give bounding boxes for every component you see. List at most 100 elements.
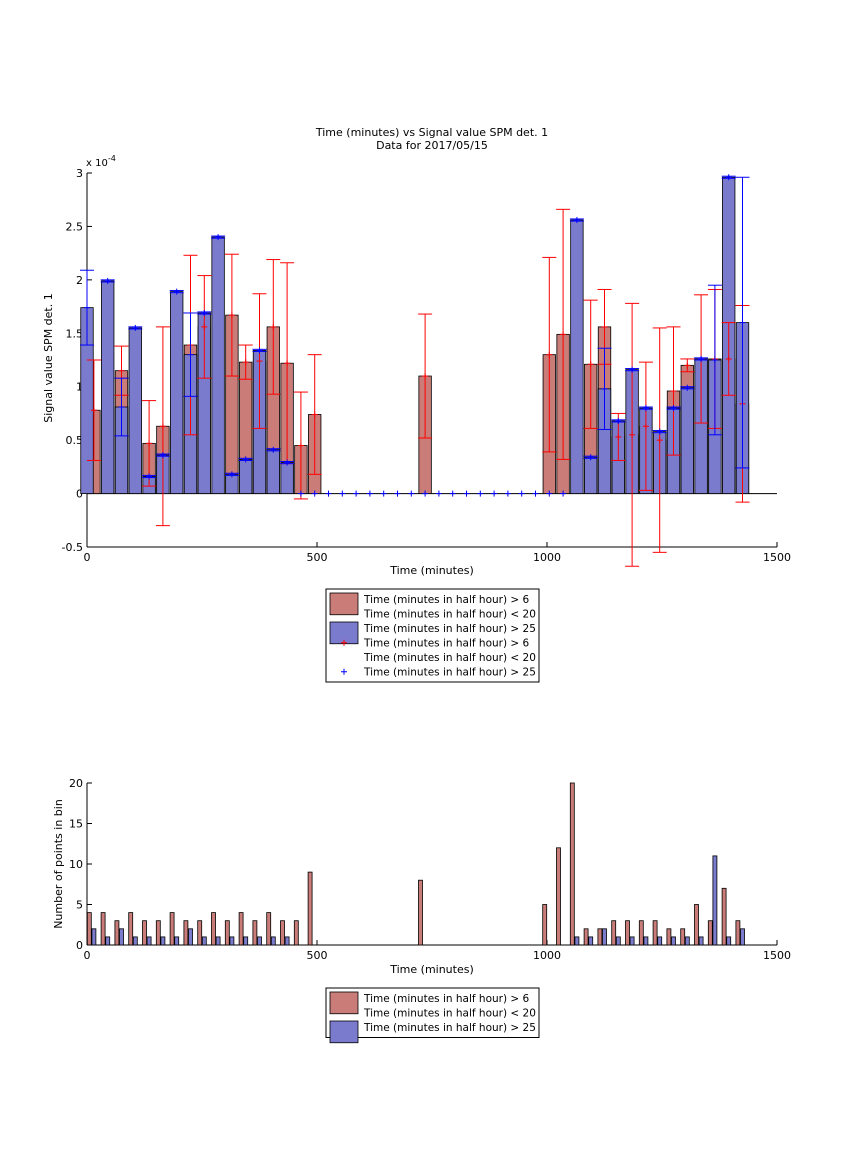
legend-entry-label: Time (minutes in half hour) > 25: [363, 667, 536, 679]
bar-series2: [284, 936, 290, 946]
bar-series1: [211, 912, 216, 946]
bar-series1: [183, 920, 189, 946]
legend-entry-label: Time (minutes in half hour) < 20: [363, 609, 536, 621]
bar-series1: [680, 928, 686, 946]
bar-series2: [229, 936, 235, 946]
bar-series1: [707, 920, 713, 946]
bar-series1: [114, 920, 120, 946]
x-tick-label: 1500: [763, 949, 791, 962]
bar-series2: [146, 936, 152, 946]
bars-group: [86, 782, 745, 946]
bar-series1: [625, 920, 630, 946]
chart1-ylabel: Signal value SPM det. 1: [42, 293, 55, 423]
bar-series2: [105, 936, 111, 946]
bar-series1: [583, 928, 589, 946]
bar-series2: [188, 928, 193, 946]
legend-entry-label: Time (minutes in half hour) > 6: [363, 638, 530, 650]
x-tick-label: 1000: [533, 551, 561, 564]
bar-series2: [128, 327, 142, 494]
bar-series1: [197, 920, 203, 946]
y-tick-label: 0.5: [66, 434, 84, 447]
bar-series1: [418, 879, 423, 946]
bar-series2: [280, 462, 294, 494]
bar-series1: [721, 887, 727, 946]
bar-series1: [652, 920, 658, 946]
bar-series2: [132, 936, 138, 946]
chart1-xlabel: Time (minutes): [389, 564, 474, 577]
x-tick-label: 0: [84, 949, 91, 962]
bar-series1: [611, 920, 617, 946]
bar-series2: [239, 458, 253, 494]
x-tick-label: 1000: [533, 949, 561, 962]
bar-series1: [280, 920, 285, 946]
bar-series1: [155, 920, 161, 946]
bar-series2: [215, 936, 221, 946]
bar-series1: [266, 912, 272, 946]
bar-series2: [584, 456, 598, 494]
bar-series2: [698, 936, 704, 946]
bar-series2: [170, 291, 184, 494]
bar-series2: [657, 936, 663, 946]
y-tick-label: 5: [76, 899, 83, 912]
legend-swatch: [329, 592, 359, 616]
x-tick-label: 1500: [763, 551, 791, 564]
bar-series1: [169, 912, 175, 946]
legend-entry-label: Time (minutes in half hour) < 20: [363, 1008, 536, 1020]
chart1-title: Time (minutes) vs Signal value SPM det. …: [315, 126, 548, 139]
bar-series2: [643, 936, 649, 946]
chart2-plot: 0 500 1000 1500 0 5 10 15 20: [69, 777, 791, 962]
bar-series2: [101, 280, 115, 494]
bar-series2: [119, 928, 124, 946]
chart1-y-exponent: x 10-4: [86, 154, 116, 169]
bar-series1: [569, 782, 575, 946]
legend-box: [325, 588, 540, 683]
errorbars-group: [80, 174, 750, 567]
bar-series1: [293, 920, 299, 946]
y-tick-label: 20: [69, 777, 83, 790]
y-tick-label: 1.5: [66, 327, 84, 340]
bar-series1: [100, 912, 106, 946]
x-tick-label: 0: [84, 551, 91, 564]
legend-swatch: [329, 1020, 359, 1044]
chart2-legend: Time (minutes in half hour) > 6 Time (min…: [325, 987, 540, 1044]
legend-entry-label: Time (minutes in half hour) > 6: [363, 993, 530, 1005]
legend-swatch: [329, 991, 359, 1015]
y-tick-label: 2.5: [66, 220, 84, 233]
y-tick-label: 3: [76, 167, 83, 180]
bar-series2: [740, 928, 745, 946]
bar-series1: [597, 928, 603, 946]
legend-entry-label: Time (minutes in half hour) < 20: [363, 652, 536, 664]
y-tick-label: 0: [76, 488, 83, 501]
bar-series2: [629, 936, 635, 946]
bar-series1: [694, 904, 699, 946]
y-tick-label: 0: [76, 939, 83, 952]
bar-series1: [638, 920, 644, 946]
bar-series2: [270, 936, 276, 946]
chart2-xlabel: Time (minutes): [389, 963, 474, 976]
chart1-legend: Time (minutes in half hour) > 6 Time (min…: [325, 588, 540, 683]
bar-series2: [680, 387, 694, 494]
bar-series1: [252, 920, 258, 946]
bars-group: [80, 176, 750, 494]
bar-series2: [602, 928, 607, 946]
chart2-ylabel: Number of points in bin: [52, 799, 65, 929]
bar-series2: [726, 936, 732, 946]
x-tick-label: 500: [307, 551, 328, 564]
bar-series1: [556, 847, 561, 946]
bar-series2: [588, 936, 594, 946]
y-tick-label: 10: [69, 858, 83, 871]
chart1-plot: 0 500 1000 1500-0.500.511.522.53: [62, 167, 791, 567]
x-tick-label: 500: [307, 949, 328, 962]
legend-entry-label: Time (minutes in half hour) > 6: [363, 594, 530, 606]
bar-series1: [542, 904, 548, 946]
bar-series2: [174, 936, 180, 946]
legend-box: [325, 987, 540, 1038]
y-tick-label: 1: [76, 381, 83, 394]
bar-series2: [201, 936, 207, 946]
bar-series2: [574, 936, 580, 946]
bar-series2: [615, 936, 621, 946]
y-tick-label: 2: [76, 274, 83, 287]
bar-series2: [211, 236, 225, 494]
bar-series2: [243, 936, 249, 946]
